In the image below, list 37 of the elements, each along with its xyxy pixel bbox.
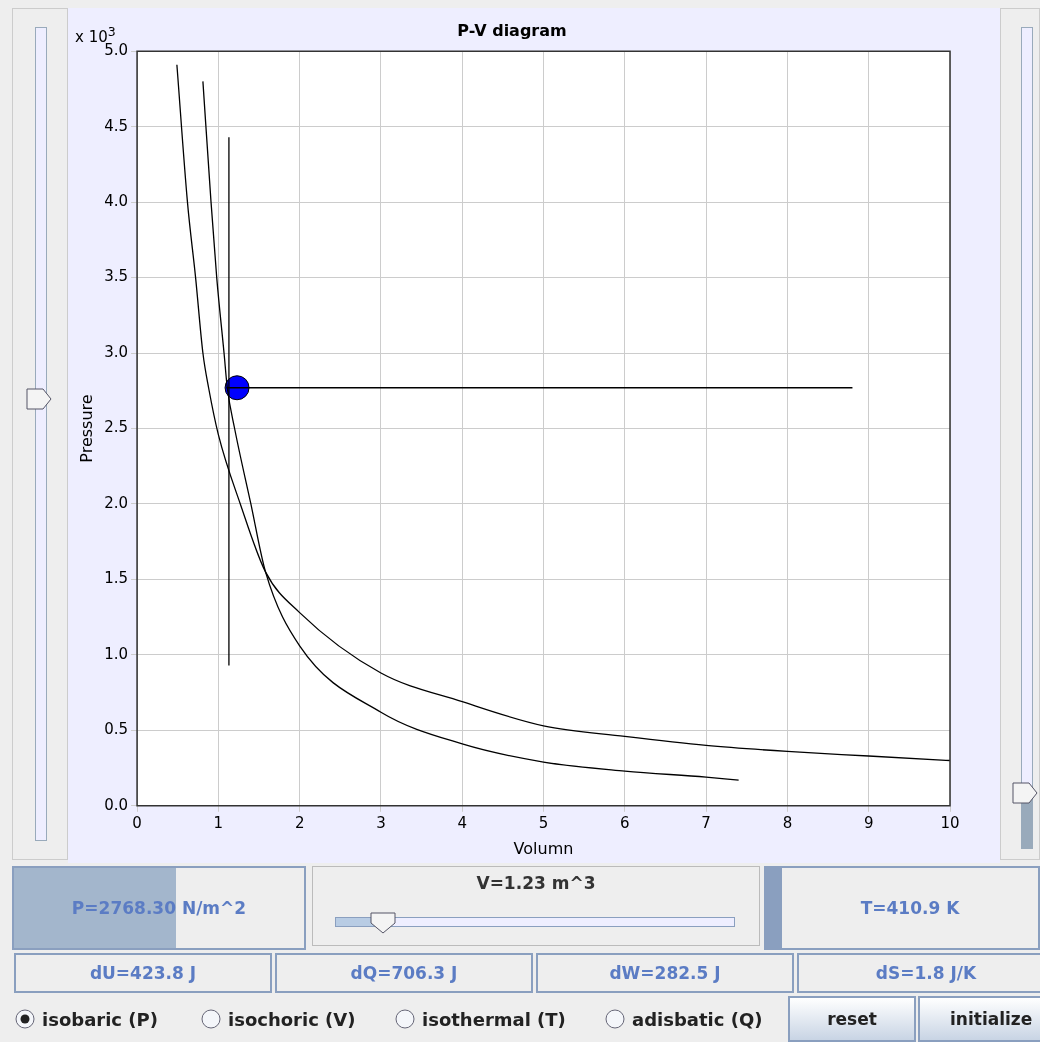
text: dS=1.8 J/K bbox=[797, 953, 1040, 993]
x-tick-label: 4 bbox=[457, 813, 468, 832]
x-tick-label: 2 bbox=[294, 813, 305, 832]
y-tick-label: 4.0 bbox=[104, 192, 129, 211]
text: adisbatic (Q) bbox=[632, 1008, 763, 1030]
x-tick-label: 1 bbox=[213, 813, 224, 832]
text: T=410.9 K bbox=[764, 866, 1040, 950]
text: isothermal (T) bbox=[422, 1008, 566, 1030]
text: P=2768.30 N/m^2 bbox=[12, 866, 306, 950]
y-tick-label: 3.0 bbox=[104, 342, 129, 361]
text: initialize bbox=[918, 996, 1040, 1042]
y-tick-label: 0.0 bbox=[104, 795, 129, 814]
chart-title: P-V diagram bbox=[457, 20, 567, 40]
x-tick-label: 10 bbox=[940, 813, 960, 832]
text: V=1.23 m^3 bbox=[475, 873, 597, 893]
x-tick-label: 9 bbox=[863, 813, 874, 832]
y-tick-label: 0.5 bbox=[104, 720, 129, 739]
text: dW=282.5 J bbox=[536, 953, 794, 993]
y-tick-label: 1.0 bbox=[104, 644, 129, 663]
x-tick-label: 8 bbox=[782, 813, 793, 832]
text: dU=423.8 J bbox=[14, 953, 272, 993]
text: dQ=706.3 J bbox=[275, 953, 533, 993]
y-tick-label: 2.0 bbox=[104, 493, 129, 512]
x-tick-label: 0 bbox=[132, 813, 142, 832]
text: isochoric (V) bbox=[228, 1008, 356, 1030]
y-axis-title: Pressure bbox=[76, 394, 96, 463]
x-axis-title: Volumn bbox=[513, 838, 574, 858]
x-tick-label: 3 bbox=[376, 813, 386, 832]
text: reset bbox=[788, 996, 916, 1042]
y-tick-label: 1.5 bbox=[104, 569, 129, 588]
x-tick-label: 6 bbox=[620, 813, 630, 832]
y-tick-label: 3.5 bbox=[104, 267, 129, 286]
text: isobaric (P) bbox=[42, 1008, 158, 1030]
y-tick-label: 2.5 bbox=[104, 418, 129, 437]
x-tick-label: 5 bbox=[538, 813, 549, 832]
y-tick-label: 4.5 bbox=[104, 116, 129, 135]
x-tick-label: 7 bbox=[701, 813, 711, 832]
